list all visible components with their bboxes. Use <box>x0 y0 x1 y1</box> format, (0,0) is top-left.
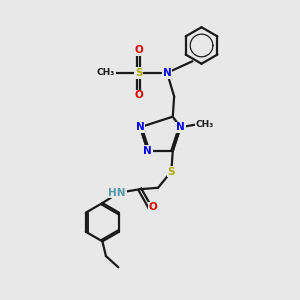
Text: O: O <box>134 46 143 56</box>
Text: S: S <box>135 68 142 78</box>
Text: N: N <box>163 68 172 78</box>
Text: N: N <box>176 122 185 132</box>
Text: N: N <box>143 146 152 156</box>
Text: O: O <box>149 202 158 212</box>
Text: HN: HN <box>108 188 126 198</box>
Text: N: N <box>136 122 145 132</box>
Text: O: O <box>134 90 143 100</box>
Text: S: S <box>167 167 175 177</box>
Text: CH₃: CH₃ <box>196 120 214 129</box>
Text: CH₃: CH₃ <box>97 68 115 77</box>
